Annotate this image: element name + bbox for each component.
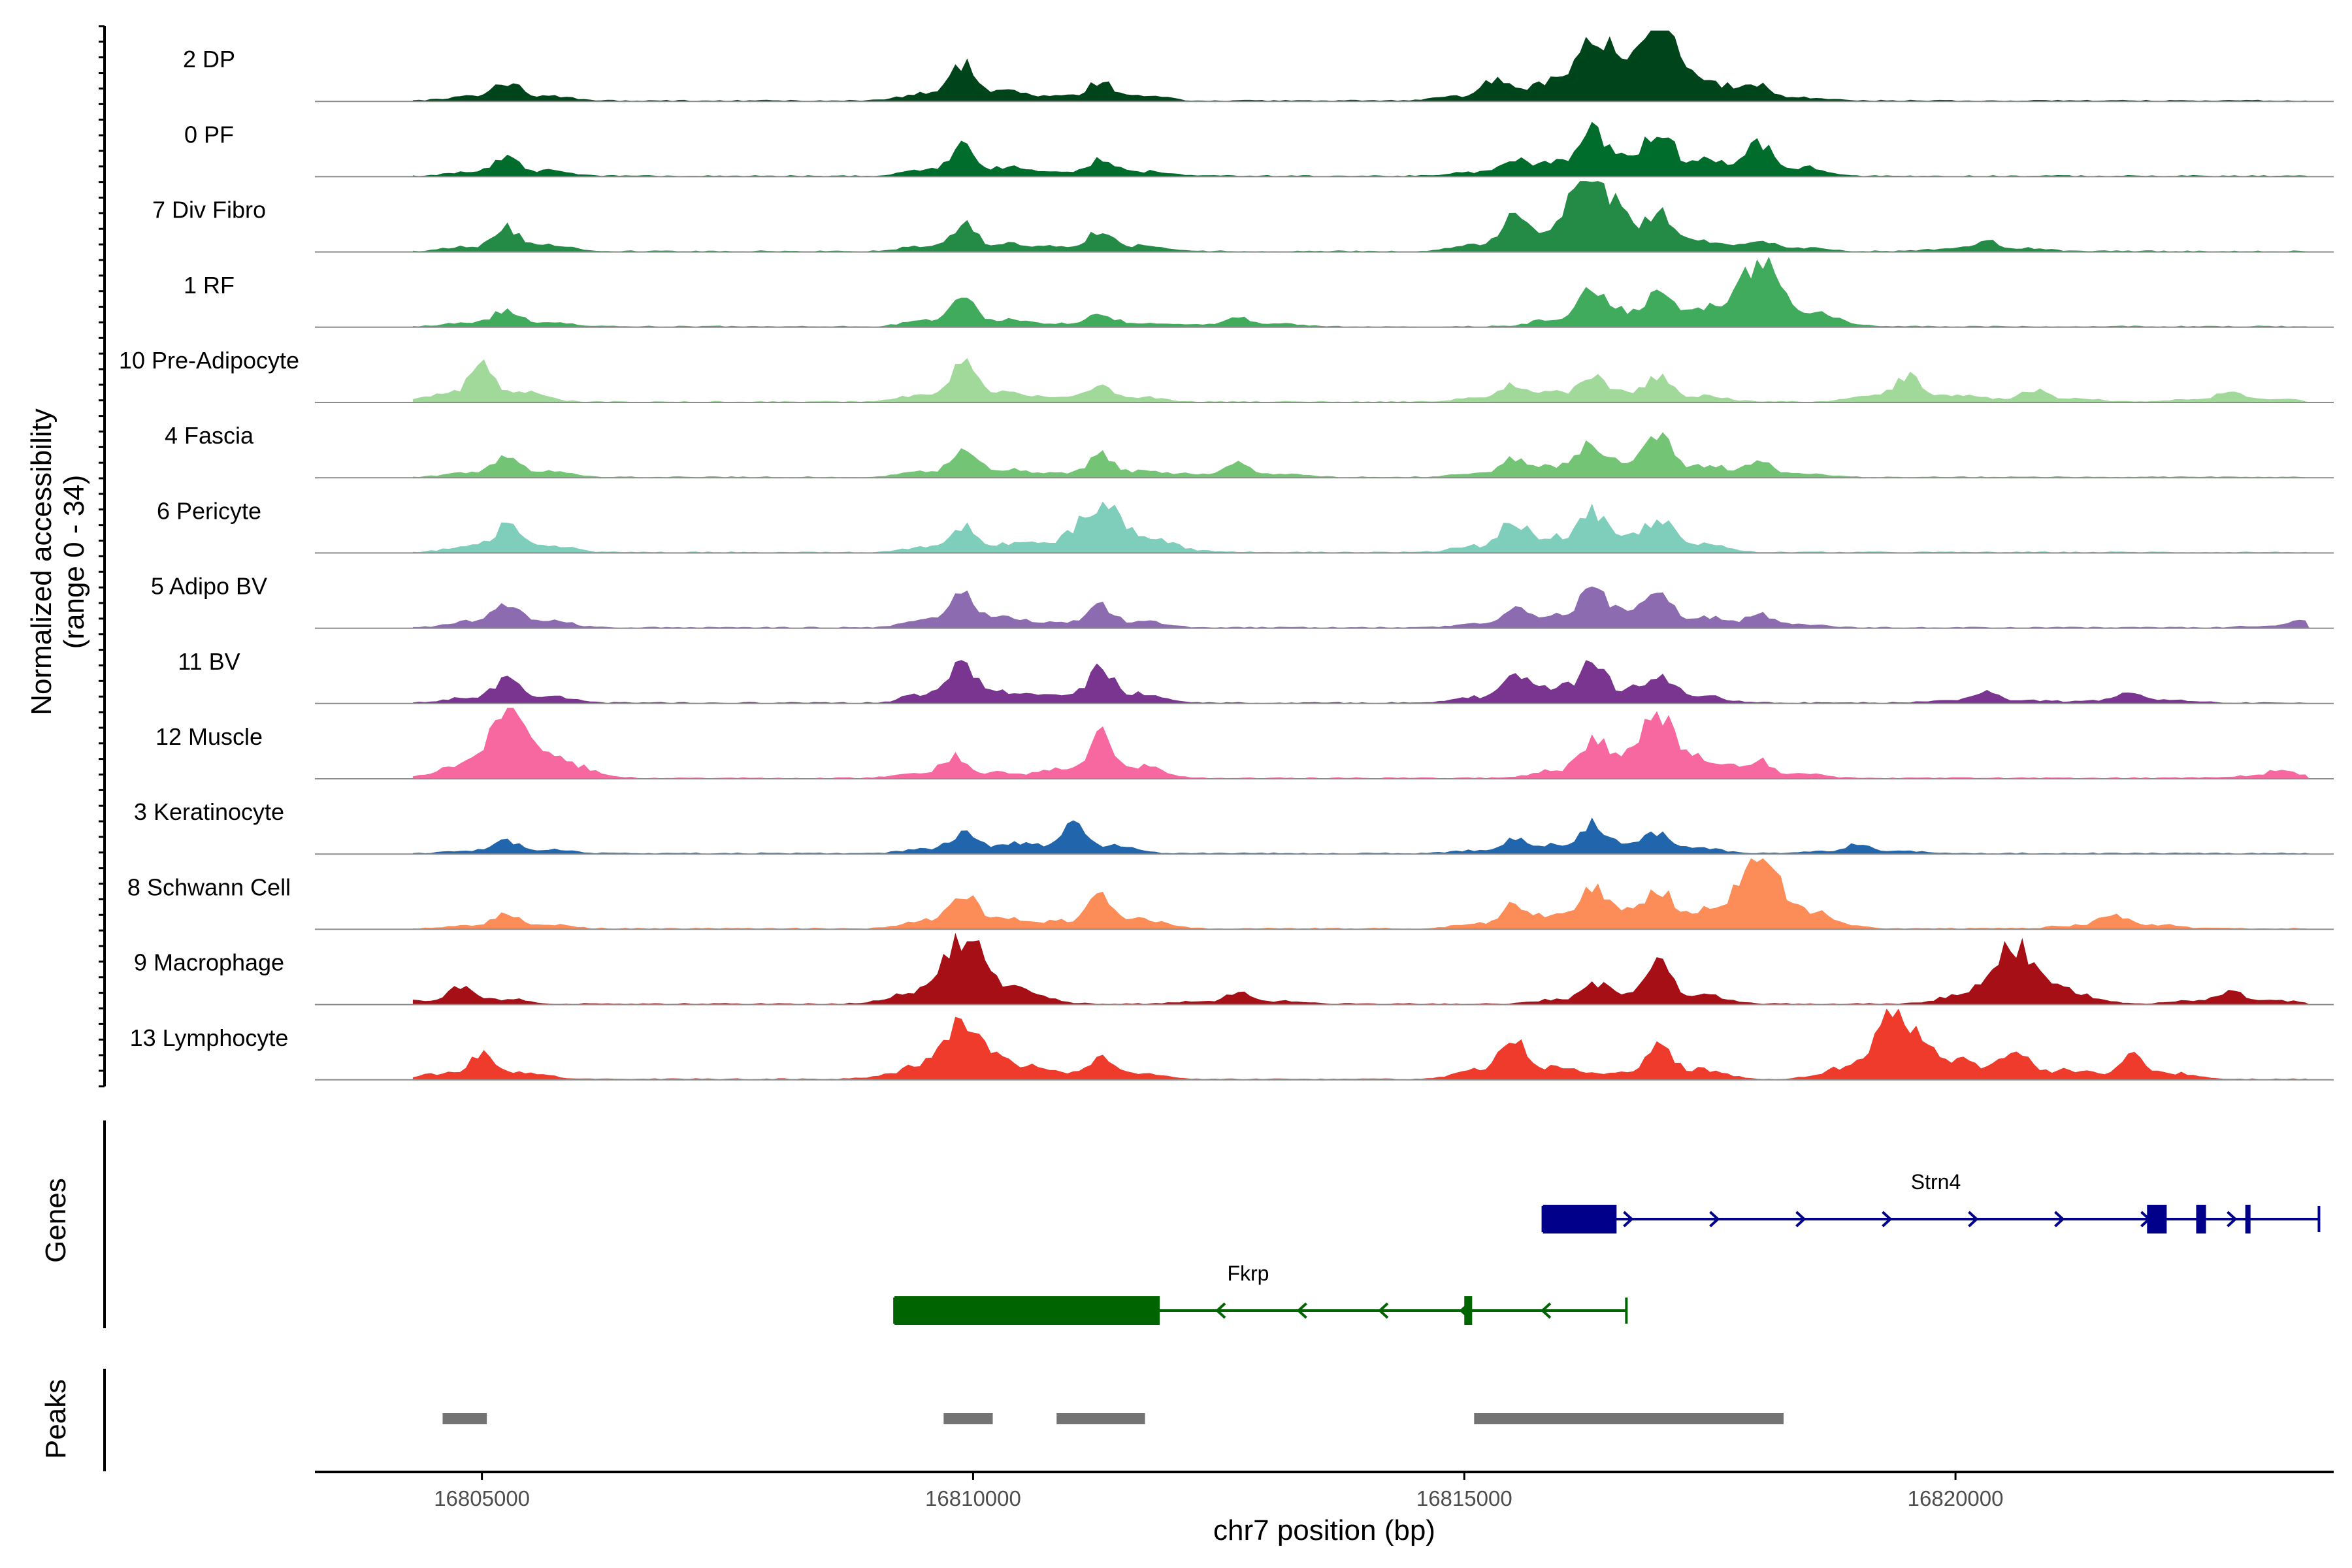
track-1: 0 PF bbox=[184, 121, 2334, 178]
track-label: 2 DP bbox=[183, 46, 235, 73]
gene-exon bbox=[2245, 1205, 2251, 1233]
track-label: 11 BV bbox=[178, 648, 240, 675]
track-11: 8 Schwann Cell bbox=[127, 858, 2334, 930]
track-7: 5 Adipo BV bbox=[151, 573, 2334, 629]
track-label: 9 Macrophage bbox=[134, 949, 284, 976]
gene-name-label: Fkrp bbox=[1227, 1262, 1269, 1285]
x-axis-tick-label: 16815000 bbox=[1416, 1486, 1512, 1511]
gene-name-label: Strn4 bbox=[1911, 1170, 1961, 1194]
y-axis bbox=[99, 25, 106, 1088]
strand-arrow bbox=[2054, 1211, 2065, 1228]
peak-region bbox=[943, 1413, 993, 1424]
peak-region bbox=[1474, 1413, 1784, 1424]
coverage-area bbox=[412, 432, 2310, 478]
track-label: 8 Schwann Cell bbox=[127, 874, 291, 900]
peaks-panel-label: Peaks bbox=[40, 1379, 72, 1459]
strand-arrow bbox=[1882, 1211, 1893, 1228]
track-9: 12 Muscle bbox=[155, 708, 2334, 779]
coverage-area bbox=[412, 30, 2310, 102]
track-label: 12 Muscle bbox=[155, 723, 263, 750]
track-label: 13 Lymphocyte bbox=[130, 1024, 289, 1051]
track-0: 2 DP bbox=[183, 30, 2334, 103]
x-axis-tick-label: 16810000 bbox=[925, 1486, 1021, 1511]
track-label: 3 Keratinocyte bbox=[134, 798, 284, 825]
y-axis-label: Normalized accessibility (range 0 - 34) bbox=[25, 408, 90, 715]
strand-arrow bbox=[1296, 1302, 1307, 1319]
track-6: 6 Pericyte bbox=[157, 497, 2334, 554]
x-axis: chr7 position (bp) 16805000 16810000 16815… bbox=[315, 1471, 2334, 1546]
coverage-area bbox=[412, 358, 2310, 403]
strand-arrow bbox=[1215, 1302, 1226, 1319]
gene-fkrp: Fkrp bbox=[893, 1262, 1628, 1325]
track-label: 10 Pre-Adipocyte bbox=[119, 347, 299, 374]
track-label: 7 Div Fibro bbox=[152, 197, 266, 223]
peak-region bbox=[442, 1413, 487, 1424]
gene-exon bbox=[1464, 1296, 1473, 1325]
gene-exon bbox=[2147, 1205, 2167, 1233]
peak-region bbox=[1056, 1413, 1145, 1424]
track-10: 3 Keratinocyte bbox=[134, 798, 2334, 855]
coverage-area bbox=[412, 660, 2310, 704]
track-12: 9 Macrophage bbox=[134, 932, 2334, 1005]
coverage-area bbox=[412, 1008, 2310, 1081]
coverage-area bbox=[412, 586, 2310, 629]
x-axis-label: chr7 position (bp) bbox=[1213, 1514, 1435, 1546]
peaks-panel: Peaks bbox=[40, 1369, 1784, 1471]
strand-arrow bbox=[1540, 1302, 1552, 1319]
coverage-area bbox=[412, 501, 2310, 553]
gene-exon bbox=[894, 1296, 1160, 1325]
track-label: 1 RF bbox=[184, 272, 235, 299]
x-axis-tick-label: 16820000 bbox=[1908, 1486, 2004, 1511]
coverage-area bbox=[412, 256, 2310, 328]
track-3: 1 RF bbox=[184, 256, 2334, 328]
strand-arrow bbox=[1795, 1211, 1806, 1228]
track-2: 7 Div Fibro bbox=[152, 181, 2334, 253]
strand-arrow bbox=[1709, 1211, 1720, 1228]
y-axis-label-line2: (range 0 - 34) bbox=[58, 475, 90, 649]
track-4: 10 Pre-Adipocyte bbox=[119, 347, 2334, 403]
coverage-area bbox=[412, 932, 2310, 1005]
coverage-area bbox=[412, 817, 2310, 855]
coverage-area bbox=[412, 858, 2310, 930]
gene-strn4: Strn4 bbox=[1541, 1170, 2321, 1233]
gene-exon bbox=[2196, 1205, 2206, 1233]
track-label: 6 Pericyte bbox=[157, 497, 261, 524]
track-5: 4 Fascia bbox=[165, 422, 2334, 479]
strand-arrow bbox=[1623, 1211, 1634, 1228]
genes-panel-label: Genes bbox=[40, 1178, 72, 1263]
track-label: 0 PF bbox=[184, 121, 234, 148]
strand-arrow bbox=[1968, 1211, 1979, 1228]
coverage-area bbox=[412, 181, 2310, 253]
x-axis-tick-label: 16805000 bbox=[434, 1486, 530, 1511]
genes-panel: Genes Strn4 Fkrp bbox=[40, 1120, 2321, 1328]
y-axis-label-line1: Normalized accessibility bbox=[25, 408, 57, 715]
gene-exon bbox=[1543, 1205, 1617, 1233]
coverage-tracks: 2 DP 0 PF 7 Div Fibro 1 RF 10 Pre-Adipocyte 4… bbox=[119, 30, 2334, 1081]
track-13: 13 Lymphocyte bbox=[130, 1008, 2334, 1081]
track-label: 5 Adipo BV bbox=[151, 573, 267, 600]
strand-arrow bbox=[2227, 1211, 2238, 1228]
strand-arrow bbox=[1378, 1302, 1389, 1319]
track-label: 4 Fascia bbox=[165, 422, 254, 449]
coverage-area bbox=[412, 708, 2310, 779]
track-8: 11 BV bbox=[178, 648, 2334, 704]
coverage-area bbox=[412, 122, 2310, 177]
